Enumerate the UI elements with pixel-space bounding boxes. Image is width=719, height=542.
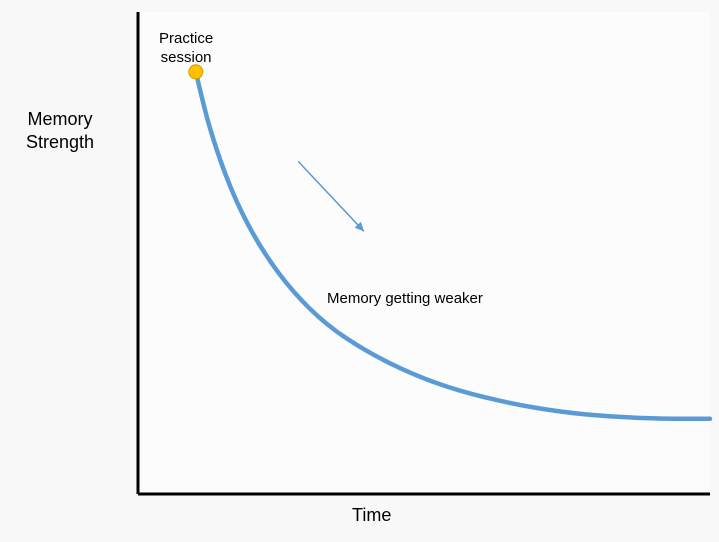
- y-axis-label: Memory Strength: [26, 108, 94, 155]
- chart-svg: [0, 0, 719, 542]
- decay-arrow-label: Memory getting weaker: [327, 290, 483, 309]
- practice-session-label: Practice session: [159, 30, 213, 68]
- plot-background: [138, 12, 710, 494]
- figure-canvas: Memory Strength Time Practice session Me…: [0, 0, 719, 542]
- x-axis-label: Time: [352, 504, 391, 527]
